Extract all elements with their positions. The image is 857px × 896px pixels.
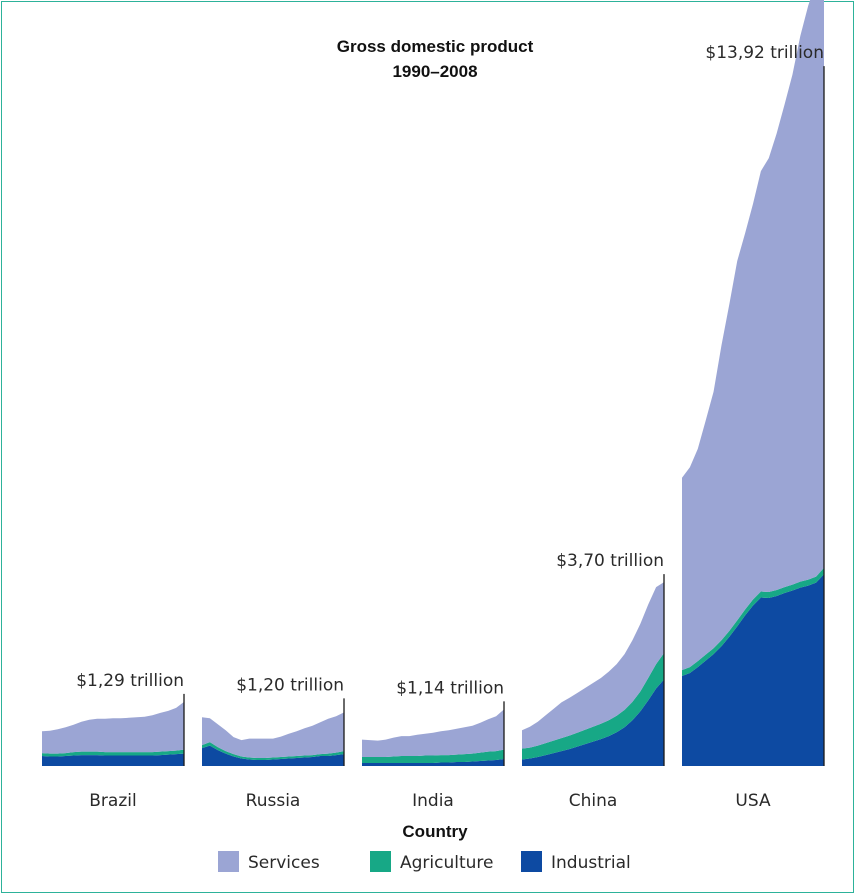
russia-agriculture-area bbox=[202, 742, 344, 761]
legend-label-industrial: Industrial bbox=[551, 853, 631, 873]
india-services-area bbox=[362, 709, 504, 758]
china-industrial-area bbox=[522, 679, 664, 766]
category-label-china: China bbox=[569, 791, 618, 811]
legend-swatch-services bbox=[218, 851, 239, 872]
legend: Services Agriculture Industrial bbox=[218, 851, 631, 873]
legend-item-services: Services bbox=[218, 851, 320, 873]
category-label-usa: USA bbox=[735, 791, 771, 811]
category-label-india: India bbox=[412, 791, 454, 811]
brazil-services-area bbox=[42, 701, 184, 754]
panel-usa: $13,92 trillion bbox=[682, 0, 825, 766]
legend-swatch-agriculture bbox=[370, 851, 391, 872]
chart-subtitle: 1990–2008 bbox=[392, 62, 477, 81]
usa-agriculture-area bbox=[682, 567, 824, 677]
legend-label-agriculture: Agriculture bbox=[400, 853, 494, 873]
category-label-brazil: Brazil bbox=[89, 791, 136, 811]
brazil-industrial-area bbox=[42, 753, 184, 766]
panel-india: $1,14 trillion bbox=[362, 678, 505, 766]
legend-label-services: Services bbox=[248, 853, 320, 873]
panel-china: $3,70 trillion bbox=[522, 551, 665, 766]
category-label-russia: Russia bbox=[246, 791, 301, 811]
legend-swatch-industrial bbox=[521, 851, 542, 872]
india-agriculture-area bbox=[362, 749, 504, 764]
category-labels: Brazil Russia India China USA bbox=[89, 791, 771, 811]
chart-title: Gross domestic product bbox=[337, 37, 534, 56]
brazil-total-label: $1,29 trillion bbox=[76, 671, 184, 691]
usa-total-label: $13,92 trillion bbox=[705, 43, 824, 63]
india-total-label: $1,14 trillion bbox=[396, 678, 504, 698]
usa-industrial-area bbox=[682, 574, 824, 766]
russia-services-area bbox=[202, 712, 344, 759]
legend-item-industrial: Industrial bbox=[521, 851, 631, 873]
country-panels: $1,29 trillion $1,20 trillion $1,14 trilli… bbox=[42, 0, 825, 766]
panel-russia: $1,20 trillion bbox=[202, 675, 345, 766]
china-agriculture-area bbox=[522, 653, 664, 760]
brazil-agriculture-area bbox=[42, 749, 184, 757]
x-axis-title: Country bbox=[402, 822, 468, 841]
china-services-area bbox=[522, 582, 664, 749]
russia-industrial-area bbox=[202, 745, 344, 766]
india-industrial-area bbox=[362, 759, 504, 766]
legend-item-agriculture: Agriculture bbox=[370, 851, 494, 873]
china-total-label: $3,70 trillion bbox=[556, 551, 664, 571]
usa-services-area bbox=[682, 0, 824, 671]
panel-brazil: $1,29 trillion bbox=[42, 671, 185, 766]
russia-total-label: $1,20 trillion bbox=[236, 675, 344, 695]
